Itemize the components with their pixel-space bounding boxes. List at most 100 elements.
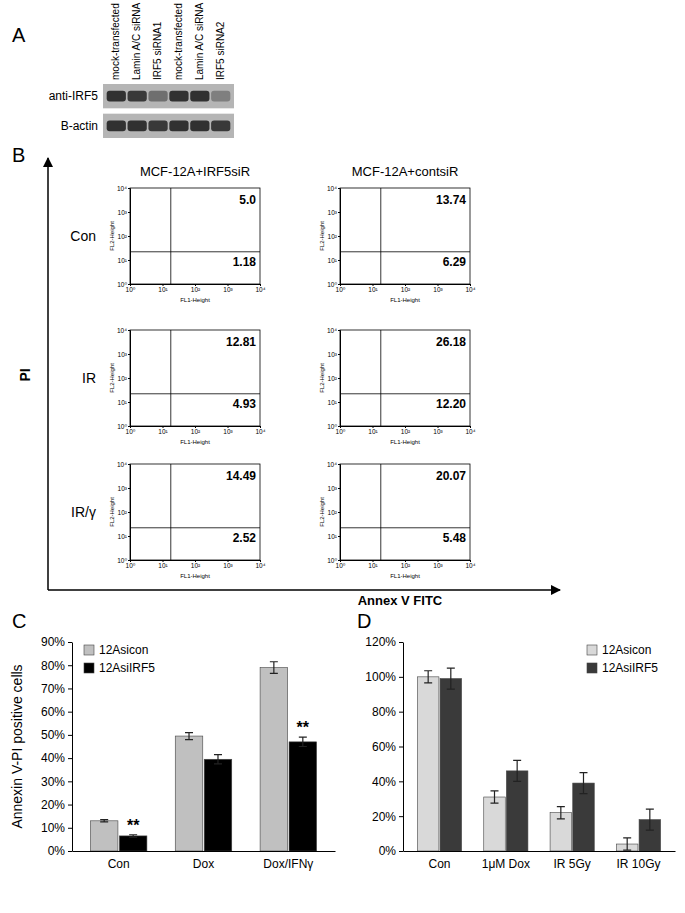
error-bar-line bbox=[579, 773, 587, 794]
tick-mark bbox=[68, 758, 72, 759]
tick-mark bbox=[399, 816, 403, 817]
tick-label: 10⁰ bbox=[117, 557, 127, 564]
error-bar bbox=[579, 773, 587, 794]
membrane bbox=[103, 84, 234, 108]
tick: 10³ bbox=[118, 351, 130, 358]
tick-mark bbox=[68, 805, 72, 806]
quadrant-label: 20.07 bbox=[436, 469, 466, 483]
tick: 10⁰ bbox=[327, 423, 340, 430]
error-bar-line bbox=[299, 737, 307, 746]
tick: 10¹ bbox=[328, 257, 340, 264]
tick: 60% bbox=[41, 705, 72, 719]
panel-bar: C0%10%20%30%40%50%60%70%80%90%ConDoxDox/… bbox=[9, 610, 336, 871]
legend-label: 12AsiIRF5 bbox=[99, 661, 155, 675]
tick: 10⁰ bbox=[117, 423, 130, 430]
quadrant-label: 6.29 bbox=[443, 255, 467, 269]
axis-line bbox=[403, 643, 404, 852]
tick-label: Dox/IFNγ bbox=[263, 857, 313, 871]
tick: 10⁴ bbox=[327, 327, 340, 334]
row-label: anti-IRF5 bbox=[49, 89, 99, 103]
gate-line bbox=[380, 464, 381, 560]
tick: 10² bbox=[118, 233, 130, 240]
error-bar bbox=[491, 791, 499, 803]
arrow bbox=[47, 158, 49, 590]
row-title: IR bbox=[82, 370, 96, 386]
error-bar bbox=[270, 662, 278, 674]
quadrant-label: 12.20 bbox=[436, 397, 466, 411]
figure-svg: Amock-transfectedLamin A/C siRNAIRF5 siR… bbox=[0, 0, 685, 913]
axis: 10⁰10¹10²10³10⁴ bbox=[126, 560, 266, 569]
bar bbox=[175, 736, 203, 851]
tick-mark bbox=[338, 560, 340, 561]
tick-label: 10⁰ bbox=[336, 428, 346, 435]
axis: 0%20%40%60%80%100%120% bbox=[365, 635, 403, 858]
tick: 20% bbox=[41, 798, 72, 812]
tick-mark bbox=[399, 851, 403, 852]
axis: Con1μM DoxIR 5GyIR 10Gy bbox=[404, 851, 676, 871]
lane-label: mock-transfected bbox=[110, 3, 121, 80]
quadrant-label: 14.49 bbox=[226, 469, 256, 483]
tick-label: 10¹ bbox=[118, 399, 128, 406]
tick-mark bbox=[399, 747, 403, 748]
band bbox=[128, 91, 147, 102]
tick-label: 10² bbox=[118, 509, 128, 516]
axis: 0%10%20%30%40%50%60%70%80%90% bbox=[41, 635, 73, 858]
tick-label: 1μM Dox bbox=[482, 857, 530, 871]
tick-label: 10⁰ bbox=[327, 557, 337, 564]
error-bar-line bbox=[129, 835, 137, 837]
plot-axis-title: FL2-Height bbox=[109, 221, 115, 251]
tick-mark bbox=[338, 536, 340, 537]
tick: 10⁴ bbox=[465, 560, 475, 569]
annotation: ** bbox=[127, 817, 140, 834]
quadrant-label: 12.81 bbox=[226, 335, 256, 349]
tick: 10³ bbox=[433, 560, 443, 569]
row-title: Con bbox=[70, 228, 96, 244]
annotation: ** bbox=[297, 719, 310, 736]
tick-label: 10⁰ bbox=[336, 286, 346, 293]
quadrant-label: 4.93 bbox=[233, 397, 257, 411]
tick-label: 100% bbox=[365, 670, 396, 684]
quadrant-label: 26.18 bbox=[436, 335, 466, 349]
tick-label: 10² bbox=[191, 428, 201, 435]
tick-label: 10⁰ bbox=[126, 562, 136, 569]
tick-mark bbox=[128, 354, 130, 355]
tick: 10¹ bbox=[368, 284, 378, 293]
axis-title: Annexin V-PI positive cells bbox=[9, 664, 25, 828]
tick: 10³ bbox=[433, 284, 443, 293]
gate-line bbox=[130, 527, 260, 528]
bar bbox=[417, 677, 439, 851]
error-bar-line bbox=[424, 671, 432, 683]
tick: 10¹ bbox=[158, 284, 168, 293]
tick: 10¹ bbox=[118, 533, 130, 540]
plot-frame bbox=[130, 188, 260, 284]
tick-label: 10² bbox=[191, 562, 201, 569]
tick: 10² bbox=[328, 233, 340, 240]
bar bbox=[289, 742, 317, 851]
panel-bar: D0%20%40%60%80%100%120%Con1μM DoxIR 5GyI… bbox=[357, 610, 676, 871]
plot-axis-title: FL1-Height bbox=[180, 573, 210, 579]
legend-entry: 12AsiIRF5 bbox=[587, 661, 658, 675]
plot-axis-title: FL2-Height bbox=[109, 363, 115, 393]
plot-axis-title: FL1-Height bbox=[390, 573, 420, 579]
tick: Con bbox=[428, 851, 450, 871]
tick: 10³ bbox=[118, 485, 130, 492]
tick: 0% bbox=[379, 844, 403, 858]
tick: 10⁴ bbox=[255, 560, 265, 569]
tick: 10⁰ bbox=[126, 284, 136, 293]
tick-label: 10³ bbox=[433, 428, 443, 435]
band bbox=[128, 120, 147, 131]
band bbox=[107, 120, 126, 131]
tick: 10⁰ bbox=[327, 557, 340, 564]
error-bar bbox=[513, 760, 521, 781]
tick: 10⁴ bbox=[465, 426, 475, 435]
plot-marks bbox=[417, 668, 660, 851]
legend-swatch bbox=[587, 663, 597, 673]
gate-line bbox=[340, 251, 470, 252]
tick-label: 10³ bbox=[118, 485, 128, 492]
tick-label: 10² bbox=[118, 233, 128, 240]
tick-label: 0% bbox=[379, 844, 397, 858]
tick-label: 10² bbox=[401, 562, 411, 569]
tick-mark bbox=[338, 488, 340, 489]
tick-label: 10³ bbox=[328, 209, 338, 216]
axis-title: PI bbox=[17, 368, 33, 381]
